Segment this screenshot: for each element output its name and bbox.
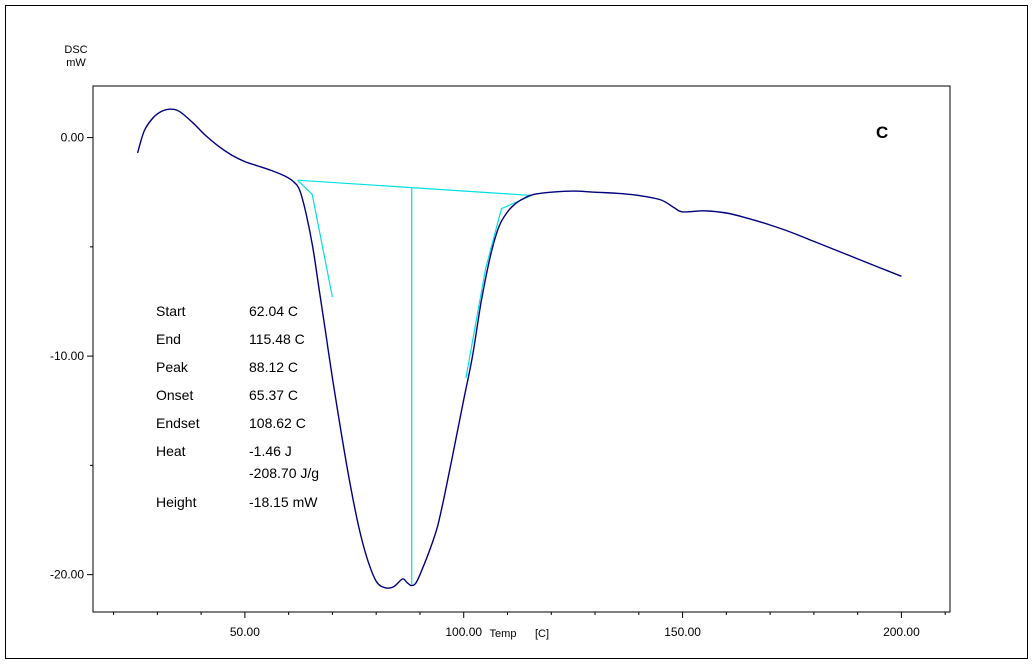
results-table: Start 62.04 C End 115.48 C Peak 88.12 C Onset 6… [156,303,319,510]
y-tick-label: -20.00 [50,568,84,582]
dsc-chart: DSC mW Temp [C] C 50.00 100.00 150.00 200.0… [50,44,951,640]
result-value: 115.48 C [249,331,305,347]
result-value: 62.04 C [249,303,298,319]
x-axis-unit: [C] [535,628,549,640]
result-value: -18.15 mW [249,494,318,510]
baseline-line [297,179,532,197]
result-label: Peak [156,359,189,375]
y-tick-label: -10.00 [50,349,84,363]
x-axis-title: Temp [490,628,517,640]
result-value: 108.62 C [249,415,306,431]
x-tick-label: 50.00 [230,625,260,639]
result-value: -208.70 J/g [249,465,319,481]
x-tick-label: 200.00 [883,625,920,639]
x-tick-label: 100.00 [445,625,482,639]
result-value: 65.37 C [249,387,298,403]
data-series [136,108,902,589]
result-label: Onset [156,387,193,403]
axis-ticks: 50.00 100.00 150.00 200.00 0.00 -10.00 -20.00 [50,131,946,639]
plot-area [92,85,951,613]
x-tick-label: 150.00 [664,625,701,639]
chart-frame: DSC mW Temp [C] C 50.00 100.00 150.00 200.0… [5,5,1028,659]
result-value: 88.12 C [249,359,298,375]
y-axis-unit: mW [66,57,86,69]
result-value: -1.46 J [249,443,292,459]
result-label: Endset [156,415,200,431]
result-label: End [156,331,181,347]
y-axis-title: DSC [64,44,87,56]
dsc-curve [136,108,902,589]
result-label: Start [156,303,186,319]
onset-tangent-line [297,179,333,298]
endset-tangent-line [465,194,532,379]
result-label: Heat [156,443,186,459]
panel-letter: C [876,123,888,142]
y-tick-label: 0.00 [61,131,85,145]
result-label: Height [156,494,197,510]
